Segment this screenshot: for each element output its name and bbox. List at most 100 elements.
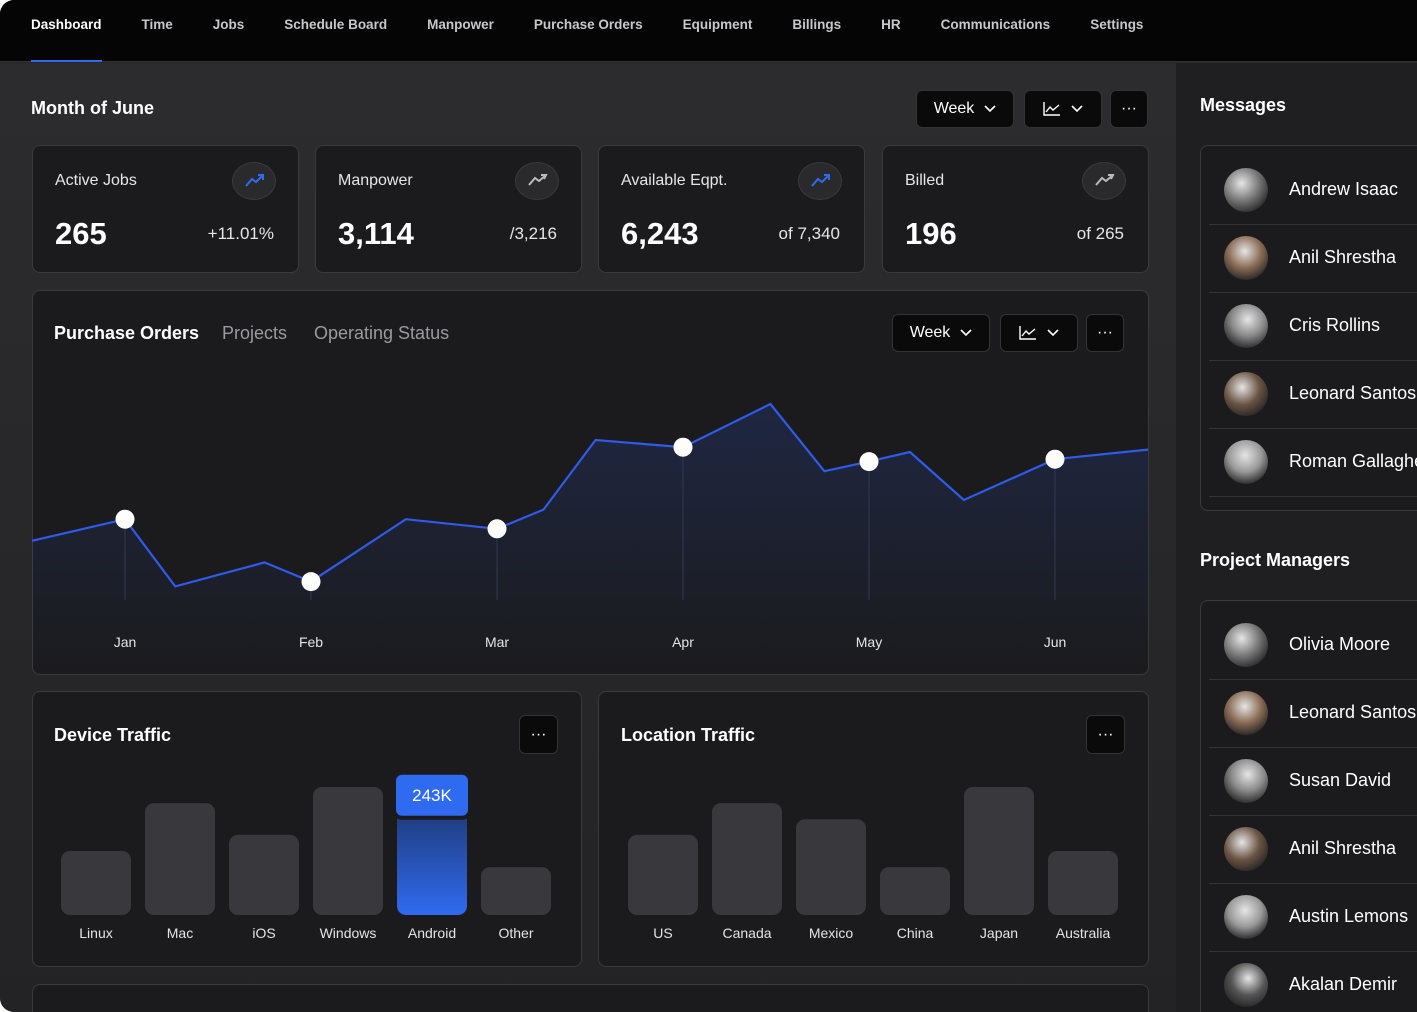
contact-row[interactable]: Austin Lemons	[1209, 883, 1417, 952]
x-tick-label: Linux	[79, 925, 112, 941]
contact-row[interactable]: Anil Shrestha	[1209, 224, 1417, 293]
avatar	[1224, 827, 1268, 871]
x-tick-label: May	[856, 634, 882, 650]
contact-name: Austin Lemons	[1289, 906, 1409, 926]
bar	[313, 786, 383, 915]
stat-detail: of 7,340	[778, 224, 840, 243]
nav-item[interactable]: Equipment	[682, 16, 753, 32]
stat-label: Manpower	[338, 172, 413, 189]
contact-name: Andrew Isaac	[1289, 179, 1399, 199]
sidebar-title: Messages	[1200, 95, 1287, 115]
trend-icon	[232, 162, 276, 200]
avatar	[1224, 895, 1268, 939]
card-title: Location Traffic	[621, 725, 756, 745]
nav-item[interactable]: Settings	[1090, 16, 1144, 32]
contact-row[interactable]: Leonard Santos	[1209, 679, 1417, 748]
contact-row[interactable]: Andrew Isaac	[1209, 156, 1417, 225]
avatar	[1224, 372, 1268, 416]
stat-label: Available Eqpt.	[621, 172, 728, 189]
point	[487, 519, 507, 539]
stat-value: 265	[55, 216, 107, 251]
avatar	[1224, 304, 1268, 348]
point	[301, 572, 321, 592]
tab[interactable]: Operating Status	[314, 323, 450, 343]
contact-row[interactable]: Susan David	[1209, 747, 1417, 816]
avatar	[1224, 168, 1268, 212]
period-label: Week	[933, 100, 975, 117]
period-button[interactable]: Week	[892, 314, 990, 352]
trend-icon	[1082, 162, 1126, 200]
bar	[145, 803, 215, 915]
more-button[interactable]: ···	[1110, 90, 1148, 128]
line-area	[32, 404, 1148, 673]
x-tick-label: Mar	[485, 634, 509, 650]
trend-icon	[798, 162, 842, 200]
x-tick-label: US	[653, 925, 672, 941]
stat-label: Active Jobs	[55, 172, 137, 189]
chart-type-button[interactable]	[1024, 90, 1102, 128]
more-button[interactable]: ···	[1086, 314, 1124, 352]
x-tick-label: Apr	[672, 634, 694, 650]
avatar	[1224, 691, 1268, 735]
nav-item[interactable]: HR	[881, 16, 901, 32]
bar	[964, 786, 1034, 915]
contact-row[interactable]: Cris Rollins	[1209, 292, 1417, 361]
x-tick-label: Android	[408, 925, 456, 941]
nav-item[interactable]: Time	[141, 16, 173, 32]
contact-row[interactable]: Akalan Demir	[1209, 951, 1417, 1012]
x-tick-label: Japan	[980, 925, 1018, 941]
bar	[1048, 850, 1118, 915]
stat-card: Active Jobs 265 +11.01%	[32, 145, 299, 273]
tab[interactable]: Projects	[222, 323, 288, 343]
nav-item[interactable]: Billings	[792, 16, 842, 32]
stat-detail: of 265	[1076, 224, 1124, 243]
messages-list: Andrew Isaac Anil Shrestha Cris Rollins Leo…	[1200, 145, 1417, 511]
contact-row[interactable]: Roman Gallagher	[1209, 428, 1417, 497]
tab[interactable]: Purchase Orders	[54, 323, 200, 343]
stat-value: 6,243	[621, 216, 699, 251]
avatar	[1224, 759, 1268, 803]
x-tick-label: Mac	[167, 925, 193, 941]
stat-card: Available Eqpt. 6,243 of 7,340	[598, 145, 865, 273]
chart-type-button[interactable]	[1000, 314, 1078, 352]
nav-item[interactable]: Communications	[940, 16, 1051, 32]
period-button[interactable]: Week	[916, 90, 1014, 128]
bar	[880, 867, 950, 915]
nav-item[interactable]: Purchase Orders	[533, 16, 643, 32]
x-tick-label: Jan	[114, 634, 137, 650]
partial-card	[32, 984, 1149, 1012]
x-tick-label: Windows	[320, 925, 377, 941]
contact-row[interactable]: Anil Shrestha	[1209, 815, 1417, 884]
x-tick-label: Jun	[1044, 634, 1067, 650]
bar	[712, 803, 782, 915]
value-label-box	[392, 770, 472, 820]
contact-row[interactable]: Olivia Moore	[1209, 611, 1417, 680]
chart-icon	[1043, 102, 1060, 116]
more-button[interactable]: ···	[1086, 715, 1125, 754]
trend-icon	[515, 162, 559, 200]
contact-name: Leonard Santos	[1289, 383, 1417, 403]
nav-item[interactable]: Jobs	[212, 16, 245, 32]
stat-value: 3,114	[338, 216, 414, 251]
contact-name: Anil Shrestha	[1289, 838, 1397, 858]
nav-item[interactable]: Schedule Board	[284, 16, 388, 32]
contact-name: Olivia Moore	[1289, 634, 1391, 654]
bar	[796, 819, 866, 915]
stat-card: Manpower 3,114/3,216	[315, 145, 582, 273]
stat-detail: +11.01%	[207, 224, 274, 243]
more-button[interactable]: ···	[519, 715, 558, 754]
trend-glyph	[528, 174, 548, 186]
stat-label: Billed	[905, 172, 945, 189]
chevron	[984, 105, 996, 113]
nav-item[interactable]: Manpower	[427, 16, 494, 32]
bar	[229, 834, 299, 915]
contact-row[interactable]: Leonard Santos	[1209, 360, 1417, 429]
contact-name: Susan David	[1289, 770, 1392, 790]
trend-glyph	[245, 174, 264, 187]
stat-card: Billed 196 of 265	[882, 145, 1149, 273]
avatar	[1224, 623, 1268, 667]
nav-item[interactable]: Dashboard	[31, 0, 102, 62]
